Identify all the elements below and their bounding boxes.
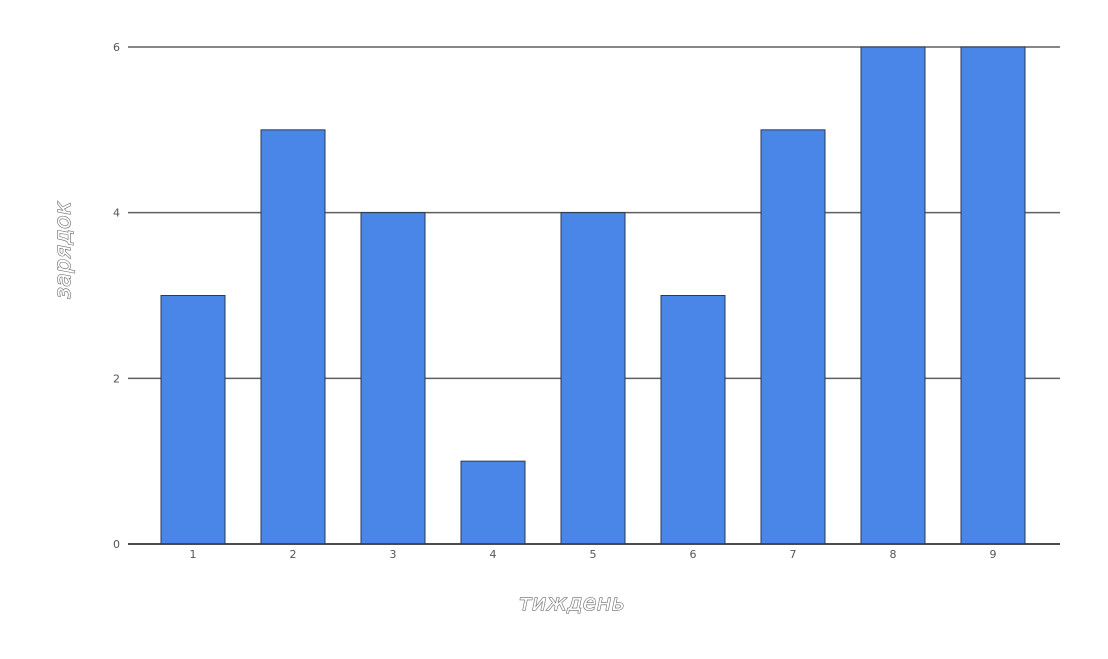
bar-4 — [460, 460, 526, 545]
bar-1 — [160, 295, 226, 545]
bar-3 — [360, 212, 426, 545]
bar-6 — [660, 295, 726, 545]
x-tick-label-4: 4 — [490, 548, 497, 561]
x-axis-title: тиждень — [519, 591, 626, 616]
y-axis-ticks: 0 2 4 6 — [113, 41, 120, 551]
x-tick-label-1: 1 — [190, 548, 197, 561]
y-tick-label-3: 6 — [113, 41, 120, 54]
y-axis-title: зарядок — [51, 201, 76, 299]
x-tick-label-3: 3 — [390, 548, 397, 561]
bar-8 — [860, 46, 926, 545]
x-tick-label-6: 6 — [690, 548, 697, 561]
x-tick-label-2: 2 — [290, 548, 297, 561]
x-tick-label-8: 8 — [890, 548, 897, 561]
x-tick-label-9: 9 — [990, 548, 997, 561]
bar-2 — [260, 129, 326, 545]
y-tick-label-1: 2 — [113, 372, 120, 385]
bar-5 — [560, 212, 626, 545]
y-tick-label-0: 0 — [113, 538, 120, 551]
bar-7 — [760, 129, 826, 545]
x-tick-label-5: 5 — [590, 548, 597, 561]
bars — [128, 46, 1060, 545]
bar-9 — [960, 46, 1026, 545]
y-tick-label-2: 4 — [113, 207, 120, 220]
x-axis-ticks: 1 2 3 4 5 6 7 8 9 — [190, 548, 997, 561]
x-tick-label-7: 7 — [790, 548, 797, 561]
